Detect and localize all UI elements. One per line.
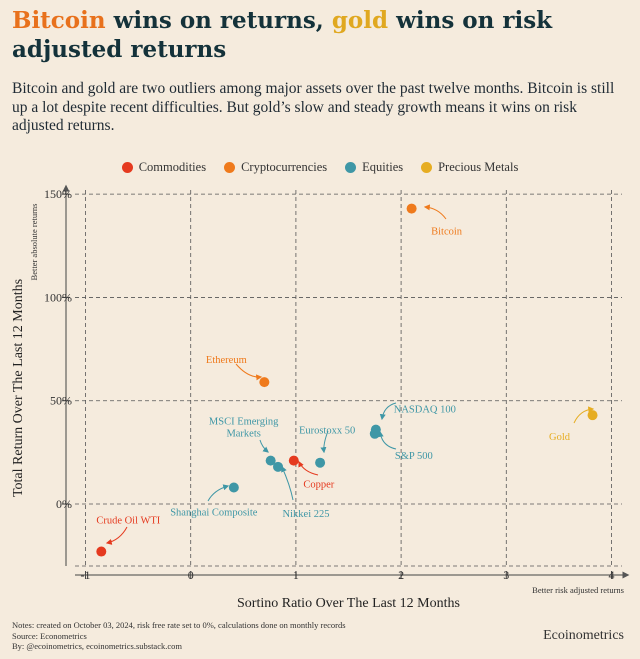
y-axis-title: Total Return Over The Last 12 Months (11, 279, 26, 497)
x-tick-label: -1 (81, 568, 91, 582)
data-point-s-p-500 (369, 428, 380, 439)
axes: -1 0 1 2 3 4 0% 50% 100% 150% Sortino Ratio Over T… (11, 184, 630, 611)
annotation-arrow (235, 363, 263, 381)
annotation-arrow (207, 484, 230, 502)
point-labels: Bitcoin Ethereum Gold NASDAQ 100 S&P 500 Euro… (96, 227, 570, 527)
point-label-line: Markets (226, 429, 260, 440)
data-point-bitcoin (406, 203, 417, 214)
annotation-arrow (377, 430, 397, 450)
x-tick-label: 3 (503, 568, 509, 582)
legend-dot-icon (224, 162, 236, 173)
legend-dot-icon (421, 162, 433, 173)
legend-label: Cryptocurrencies (241, 160, 328, 174)
y-tick-label: 0% (56, 497, 72, 511)
point-label: MSCI Emerging Markets (209, 417, 279, 440)
y-tick-label: 150% (44, 187, 72, 201)
title-gold: gold (331, 7, 389, 34)
data-points (96, 203, 598, 557)
y-tick-label: 100% (44, 290, 72, 304)
legend-label: Equities (362, 160, 404, 174)
footnote-by: By: @ecoinometrics, ecoinometrics.substa… (12, 641, 182, 651)
point-label: Bitcoin (431, 227, 463, 238)
y-tick-label: 50% (50, 394, 72, 408)
legend: Commodities Cryptocurrencies Equities Pr… (0, 160, 640, 175)
footnote-source: Source: Econometrics (12, 630, 87, 641)
x-tick-label: 2 (398, 568, 404, 582)
point-label: Gold (549, 432, 571, 443)
point-label: Shanghai Composite (170, 507, 258, 518)
point-label: Copper (303, 480, 334, 491)
point-label: Eurostoxx 50 (299, 426, 355, 437)
legend-item-cryptocurrencies: Cryptocurrencies (224, 160, 327, 175)
data-point-crude-oil-wti (96, 546, 107, 557)
point-label: S&P 500 (395, 451, 433, 462)
point-label: Nikkei 225 (283, 509, 330, 520)
legend-dot-icon (121, 162, 133, 173)
annotation-arrow (105, 526, 128, 545)
data-point-msci-emerging-markets (265, 455, 276, 466)
title-bitcoin: Bitcoin (12, 7, 106, 34)
annotation-arrow (379, 402, 397, 421)
title-text-1: wins on returns, (105, 7, 332, 34)
x-axis-annotation: Better risk adjusted returns (532, 585, 624, 595)
point-label: NASDAQ 100 (394, 405, 456, 416)
data-point-gold (587, 410, 598, 421)
grid (75, 190, 622, 567)
data-point-copper (288, 455, 299, 466)
chart-subtitle: Bitcoin and gold are two outliers among … (12, 80, 615, 134)
annotation-arrow (259, 439, 269, 453)
brand-name: Ecoinometrics (543, 628, 624, 643)
point-label: Ethereum (206, 355, 247, 366)
data-point-nikkei-225 (273, 461, 284, 472)
annotation-arrow (320, 430, 329, 454)
data-point-shanghai-composite (228, 482, 239, 493)
x-tick-label: 4 (608, 568, 614, 582)
point-label: Crude Oil WTI (96, 516, 160, 527)
annotation-arrows (105, 204, 595, 545)
data-point-eurostoxx-50 (315, 457, 326, 468)
legend-label: Precious Metals (438, 160, 519, 174)
legend-dot-icon (345, 162, 357, 173)
x-axis-title: Sortino Ratio Over The Last 12 Months (237, 596, 460, 611)
legend-item-equities: Equities (345, 160, 403, 175)
x-tick-label: 0 (188, 568, 194, 582)
legend-label: Commodities (138, 160, 207, 174)
chart-title: Bitcoin wins on returns, gold wins on ri… (12, 6, 628, 64)
y-axis-annotation: Better absolute returns (29, 204, 39, 281)
annotation-arrow (573, 406, 595, 424)
footnote-notes: Notes: created on October 03, 2024, risk… (12, 620, 346, 630)
annotation-arrow (281, 465, 294, 501)
legend-item-commodities: Commodities (121, 160, 207, 175)
data-point-ethereum (259, 377, 270, 388)
footnotes: Notes: created on October 03, 2024, risk… (12, 620, 432, 652)
point-label-line: MSCI Emerging (209, 417, 279, 428)
annotation-arrow (423, 204, 447, 220)
title-text-2: wins on risk adjusted returns (12, 7, 553, 63)
annotation-arrow (298, 460, 319, 476)
legend-item-precious-metals: Precious Metals (421, 160, 518, 175)
x-tick-label: 1 (293, 568, 299, 582)
